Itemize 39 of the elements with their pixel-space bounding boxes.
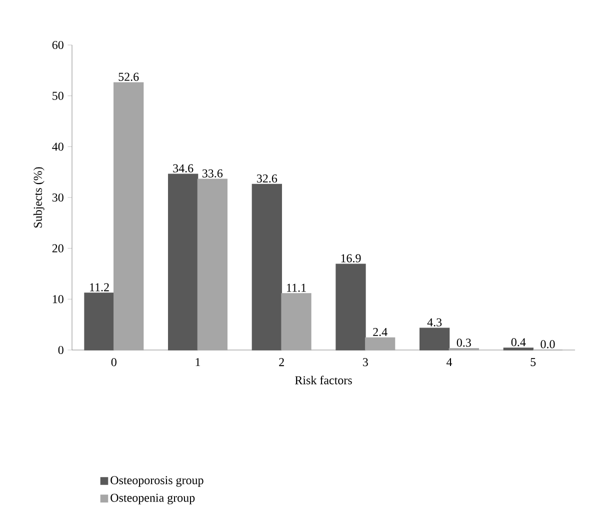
x-tick-label: 5 xyxy=(530,358,536,366)
x-tick-label: 4 xyxy=(446,358,452,366)
data-label: 16.9 xyxy=(341,254,361,262)
y-tick-label: 10 xyxy=(52,295,64,304)
data-label: 33.6 xyxy=(202,169,223,178)
y-axis-title: Subjects (%) xyxy=(33,167,44,228)
data-label: 11.2 xyxy=(90,283,109,292)
data-label: 11.1 xyxy=(287,284,306,292)
data-label: 0.4 xyxy=(511,338,526,346)
bar xyxy=(197,178,228,350)
bar xyxy=(168,174,198,350)
data-label: 0.3 xyxy=(456,338,471,347)
data-label: 32.6 xyxy=(256,174,278,183)
y-tick-label: 40 xyxy=(52,142,64,151)
y-tick-label: 20 xyxy=(52,244,64,252)
bar xyxy=(336,264,366,350)
data-label: 2.4 xyxy=(373,328,388,336)
bar xyxy=(114,82,144,350)
bar xyxy=(252,184,282,350)
bar xyxy=(503,348,534,350)
data-label: 52.6 xyxy=(118,72,139,81)
x-tick-label: 3 xyxy=(363,358,368,366)
data-label: 0.0 xyxy=(540,340,555,348)
data-label: 4.3 xyxy=(427,318,442,326)
y-tick-label: 50 xyxy=(52,92,64,100)
y-tick-label: 0 xyxy=(58,346,64,354)
legend-label: Osteoporosis group xyxy=(110,476,204,487)
bar xyxy=(365,337,396,350)
bar xyxy=(84,292,114,350)
bar xyxy=(420,328,450,350)
y-tick-label: 30 xyxy=(52,193,64,202)
x-tick-label: 0 xyxy=(111,358,116,366)
x-axis-title: Risk factors xyxy=(295,376,352,384)
data-label: 34.6 xyxy=(173,164,194,172)
x-tick-label: 1 xyxy=(196,358,200,366)
y-tick-label: 60 xyxy=(52,40,64,50)
legend-label: Osteopenia group xyxy=(110,494,195,504)
bar xyxy=(281,293,312,350)
x-tick-label: 2 xyxy=(279,358,284,366)
